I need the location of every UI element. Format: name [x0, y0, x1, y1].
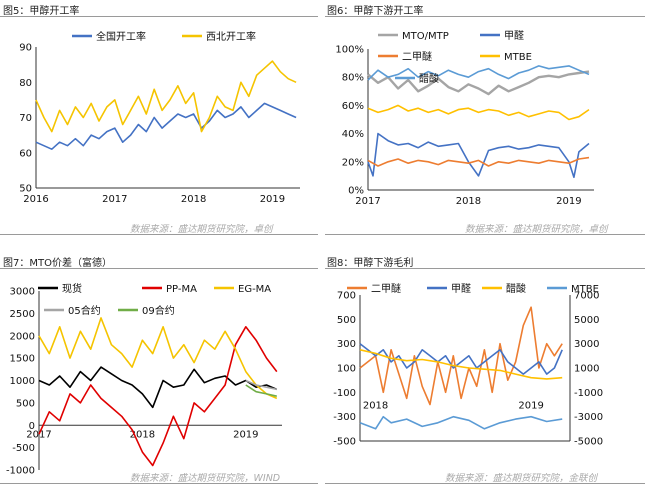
y-tick-label: 1000 [10, 376, 35, 387]
y2-tick-label: 3000 [574, 339, 599, 350]
series-line-p6-3 [367, 104, 590, 121]
y-tick-label: 2500 [10, 309, 35, 320]
x-tick-label: 2019 [518, 401, 543, 412]
panel-title-p5: 图5：甲醇开工率 [3, 6, 80, 17]
legend-label: MTO/MTP [402, 31, 449, 42]
legend-label: 二甲醚 [402, 50, 432, 63]
series-line-p6-0 [367, 70, 590, 96]
legend-label: 西北开工率 [206, 30, 256, 43]
y2-tick-label: -3000 [574, 412, 603, 423]
series-line-p7-0 [38, 366, 278, 409]
chart-p7: -1000 -500 0 500 1000 1500 2000 2500 3000 2017 201… [6, 282, 282, 477]
legend-label: 全国开工率 [96, 30, 146, 43]
series-line-p8-2 [359, 349, 563, 380]
legend-label: 甲醛 [451, 282, 471, 295]
series-line-p7-1 [38, 325, 278, 467]
x-tick-label: 2019 [556, 196, 581, 207]
legend-label: 09合约 [142, 304, 175, 317]
legend-label: 二甲醚 [371, 282, 401, 295]
x-tick-label: 2018 [130, 429, 155, 440]
series-line-p6-1 [367, 132, 590, 179]
series-line-p7-3 [245, 379, 277, 391]
y2-tick-label: 7000 [574, 291, 599, 302]
y-tick-label: 500 [16, 398, 35, 409]
y2-tick-label: -5000 [574, 437, 603, 448]
chart-p8: -500 -300 -100 100 300 500 700 -5000 -3000 -1000 1… [333, 282, 603, 448]
source-rule-bottom-left [0, 483, 318, 484]
x-tick-label: 2019 [233, 429, 258, 440]
y-tick-label: -500 [333, 437, 356, 448]
y2-tick-label: 5000 [574, 315, 599, 326]
y-tick-label: 60% [342, 101, 364, 112]
y-tick-label: 500 [337, 315, 356, 326]
y-tick-label: 40% [342, 129, 364, 140]
source-top-left: 数据来源：盛达期货研究院，卓创 [130, 224, 273, 235]
y-tick-label: 60 [19, 148, 32, 159]
y2-tick-label: -1000 [574, 388, 603, 399]
y-tick-label: -1000 [6, 466, 35, 477]
y-tick-label: 80% [342, 73, 364, 84]
title-rule-p5 [0, 16, 318, 17]
x-tick-label: 2018 [456, 196, 481, 207]
y-tick-label: -500 [12, 443, 35, 454]
x-tick-label: 2019 [260, 194, 285, 205]
legend-label: 甲醛 [504, 29, 524, 42]
series-line-p7-2 [38, 317, 278, 400]
source-rule-top-right [325, 234, 645, 235]
legend-label: 醋酸 [419, 72, 439, 85]
x-tick-label: 2017 [26, 429, 51, 440]
series-line-p6-2 [367, 156, 590, 167]
series-line-p5-1 [35, 60, 297, 133]
series-line-p6-4 [367, 65, 590, 81]
legend-label: PP-MA [166, 284, 197, 295]
series-line-p8-1 [359, 343, 563, 375]
y-tick-label: -300 [333, 412, 356, 423]
series-line-p8-0 [359, 306, 563, 406]
source-rule-top-left [0, 234, 318, 235]
y-tick-label: 20% [342, 157, 364, 168]
legend-label: MTBE [504, 52, 532, 63]
y-tick-label: 100% [335, 45, 364, 56]
chart-p6: 0% 20% 40% 60% 80% 100% 2017 2018 2019 MTO/MTP 甲醛二… [335, 29, 594, 207]
source-rule-bottom-right [325, 483, 645, 484]
title-rule-p8 [325, 268, 645, 269]
source-bottom-left: 数据来源：盛达期货研究院，WIND [130, 473, 281, 484]
y-tick-label: 100 [337, 364, 356, 375]
y-tick-label: 2000 [10, 331, 35, 342]
legend-label: 05合约 [68, 304, 101, 317]
title-rule-p7 [0, 268, 318, 269]
y-tick-label: 80 [19, 78, 32, 89]
y-tick-label: -100 [333, 388, 356, 399]
y-tick-label: 70 [19, 113, 32, 124]
y-tick-label: 700 [337, 291, 356, 302]
chart-p5: 50 60 70 80 90 2016 2017 2018 2019 全国开工率 西北开工率 [19, 30, 300, 205]
legend-label: 醋酸 [506, 282, 526, 295]
series-line-p7-4 [245, 384, 277, 397]
panel-title-p6: 图6：甲醇下游开工率 [327, 6, 424, 17]
x-tick-label: 2018 [363, 401, 388, 412]
series-line-p5-0 [35, 102, 297, 150]
legend-label: 现货 [62, 282, 82, 295]
y-tick-label: 300 [337, 339, 356, 350]
legend-label: MTBE [571, 284, 599, 295]
panel-title-p8: 图8：甲醇下游毛利 [327, 258, 414, 269]
y-tick-label: 0 [29, 421, 35, 432]
x-tick-label: 2017 [102, 194, 127, 205]
y-tick-label: 50 [19, 184, 32, 195]
panel-title-p7: 图7：MTO价差（富德） [3, 258, 112, 269]
x-tick-label: 2016 [23, 194, 48, 205]
series-line-p8-3 [359, 415, 563, 430]
legend-label: EG-MA [238, 284, 271, 295]
y-tick-label: 3000 [10, 287, 35, 298]
x-tick-label: 2018 [181, 194, 206, 205]
y2-tick-label: 1000 [574, 364, 599, 375]
y-tick-label: 0% [348, 186, 364, 197]
y-tick-label: 1500 [10, 354, 35, 365]
source-bottom-right: 数据来源：盛达期货研究院，金联创 [445, 473, 598, 484]
x-tick-label: 2017 [355, 196, 380, 207]
title-rule-p6 [325, 16, 645, 17]
source-top-right: 数据来源：盛达期货研究院，卓创 [465, 224, 608, 235]
y-tick-label: 90 [19, 43, 32, 54]
